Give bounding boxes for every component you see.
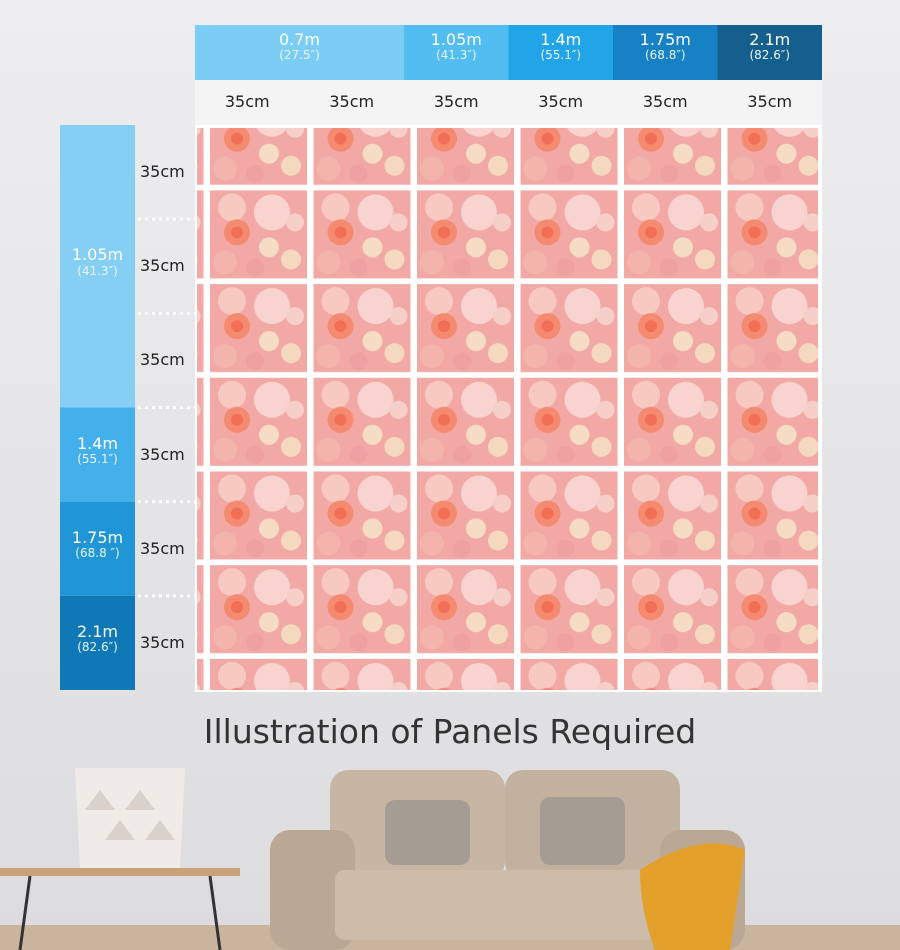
row-size: 35cm	[140, 632, 185, 652]
inches: (55.1″)	[77, 451, 118, 466]
size-bars	[60, 25, 822, 690]
height-segment	[60, 501, 135, 596]
row-size: 35cm	[140, 538, 185, 558]
column-size: 35cm	[642, 92, 688, 111]
inches: (41.3″)	[435, 48, 477, 63]
pillow	[75, 768, 185, 868]
size: 1.75m	[639, 30, 691, 49]
throw-blanket	[640, 843, 745, 950]
height-segment	[60, 595, 135, 690]
height-label: 1.4m (55.1″)	[60, 433, 135, 467]
width-segment	[195, 25, 404, 80]
height-label: 1.05m (41.3″)	[60, 246, 135, 278]
row-size: 35cm	[140, 162, 185, 182]
sofa-seat	[335, 870, 665, 940]
row-size: 35cm	[140, 444, 185, 464]
flower-panels	[197, 128, 818, 690]
size: 2.1m	[749, 30, 791, 49]
size: 1.4m	[76, 433, 119, 453]
column-size: 35cm	[747, 92, 793, 111]
width-label: 1.4m (55.1″)	[509, 30, 614, 63]
width-label: 1.05m (41.3″)	[404, 30, 509, 63]
width-segment	[404, 25, 509, 80]
width-label: 2.1m (82.6″)	[718, 30, 823, 63]
height-segment	[60, 407, 135, 502]
column-size: 35cm	[433, 92, 479, 111]
cushion	[385, 800, 470, 865]
size: 1.4m	[540, 30, 582, 49]
sofa-arm	[270, 830, 355, 950]
inches: (41.3″)	[77, 263, 118, 278]
height-label: 2.1m (82.6″)	[60, 621, 135, 655]
inches: (55.1″)	[540, 48, 582, 63]
inches: (82.6″)	[77, 640, 118, 655]
column-label-band	[195, 80, 822, 128]
width-segment	[613, 25, 718, 80]
height-label: 1.75m (68.8 ″)	[60, 527, 135, 561]
size: 1.05m	[71, 245, 124, 265]
column-size: 35cm	[538, 92, 584, 111]
size: 1.75m	[71, 527, 124, 547]
column-size: 35cm	[329, 92, 375, 111]
inches: (27.5″)	[279, 48, 320, 63]
width-segment	[508, 25, 613, 80]
side-table	[0, 868, 240, 876]
size: 1.05m	[430, 30, 482, 49]
height-segment	[60, 125, 135, 408]
column-size: 35cm	[224, 92, 270, 111]
inches: (82.6″)	[749, 48, 791, 63]
size: 2.1m	[76, 621, 119, 641]
width-label: 0.7m (27.5″)	[195, 30, 404, 63]
row-size: 35cm	[140, 256, 185, 276]
inches: (68.8″)	[644, 48, 686, 63]
row-size: 35cm	[140, 350, 185, 370]
width-label: 1.75m (68.8″)	[613, 30, 718, 63]
inches: (68.8 ″)	[75, 546, 120, 561]
width-segment	[717, 25, 822, 80]
title: Illustration of Panels Required	[203, 712, 697, 751]
size: 0.7m	[278, 30, 321, 49]
